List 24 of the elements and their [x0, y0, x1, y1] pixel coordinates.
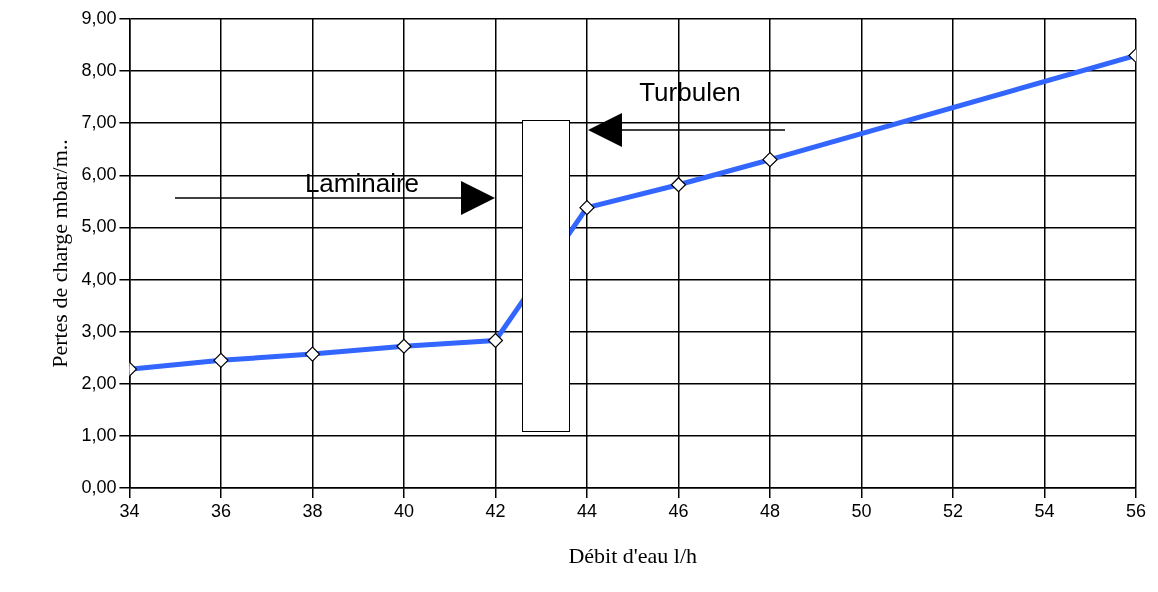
y-axis-title: Pertes de charge mbar/m..	[46, 139, 72, 368]
y-tick-label: 6,00	[81, 164, 117, 185]
y-tick-label: 7,00	[81, 112, 117, 133]
y-tick-label: 8,00	[81, 60, 117, 81]
x-tick-label: 46	[668, 500, 689, 521]
y-tick-label: 4,00	[81, 268, 117, 289]
y-tick-label: 0,00	[81, 476, 117, 497]
x-tick-label: 44	[576, 500, 597, 521]
x-tick-label: 50	[851, 500, 872, 521]
y-tick-label: 1,00	[81, 424, 117, 445]
y-tick-label: 2,00	[81, 372, 117, 393]
x-axis-title: Débit d'eau l/h	[568, 542, 698, 568]
x-tick-label: 54	[1034, 500, 1055, 521]
x-tick-label: 34	[119, 500, 140, 521]
x-tick-label: 40	[393, 500, 414, 521]
x-tick-label: 42	[485, 500, 506, 521]
x-tick-label: 52	[942, 500, 963, 521]
y-tick-label: 5,00	[81, 216, 117, 237]
y-tick-label: 9,00	[81, 7, 117, 28]
x-tick-label: 56	[1125, 500, 1147, 521]
x-tick-label: 38	[302, 500, 323, 521]
x-tick-label: 36	[210, 500, 231, 521]
y-tick-label: 3,00	[81, 320, 117, 341]
x-tick-label: 48	[759, 500, 780, 521]
